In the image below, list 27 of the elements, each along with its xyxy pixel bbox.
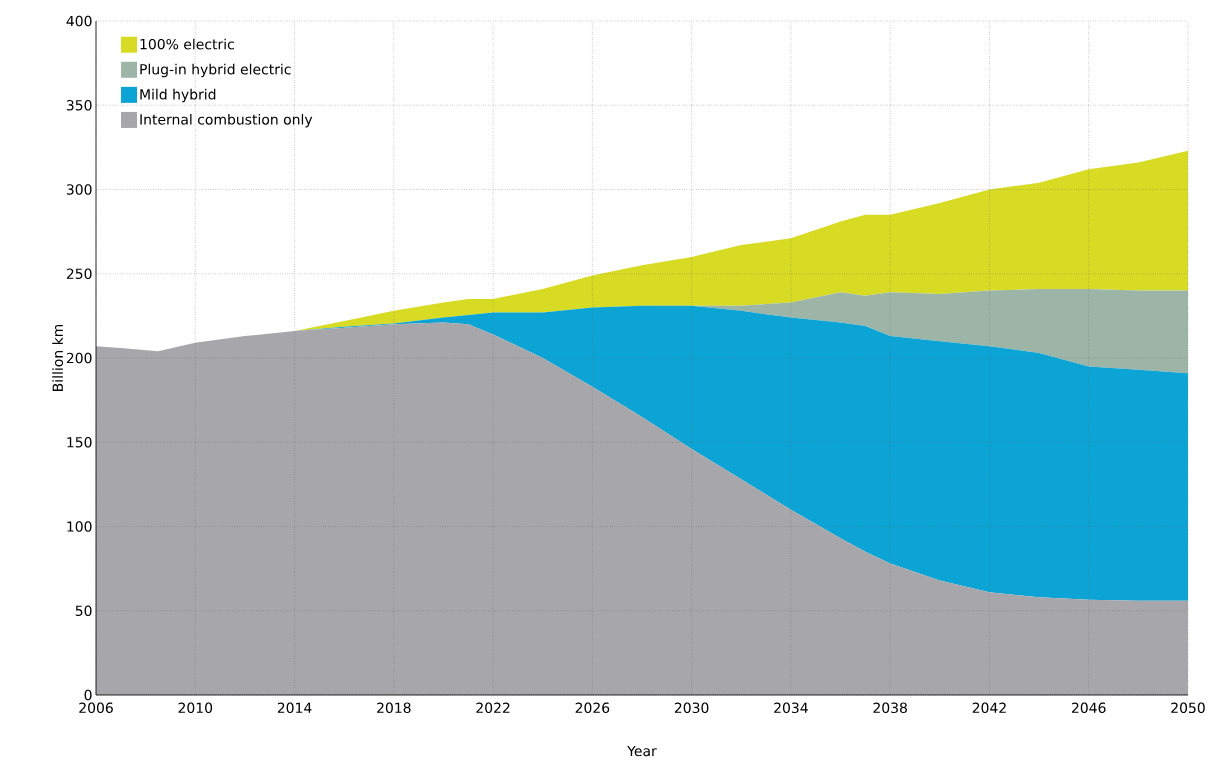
- y-tick-label: 350: [66, 99, 92, 111]
- y-tick-label: 100: [67, 521, 92, 532]
- legend-label: 100% electric: [140, 38, 234, 50]
- y-axis-title: Billion km: [52, 324, 64, 391]
- legend-label: Mild hybrid: [140, 88, 216, 103]
- x-tick-label: 2050: [1171, 702, 1205, 714]
- legend-label: Internal combustion only: [140, 113, 313, 128]
- x-tick-label: 2042: [972, 702, 1006, 714]
- x-tick-label: 2014: [277, 702, 312, 714]
- legend-label: Plug-in hybrid electric: [140, 63, 291, 78]
- y-tick-label: 400: [66, 15, 92, 27]
- y-tick-label: 300: [66, 184, 92, 195]
- x-tick-label: 2006: [79, 702, 113, 714]
- y-tick-label: 250: [66, 268, 92, 280]
- x-tick-label: 2010: [178, 702, 213, 714]
- x-tick-label: 2026: [575, 702, 610, 714]
- x-tick-label: 2046: [1071, 702, 1106, 714]
- x-tick-label: 2018: [377, 702, 411, 714]
- y-tick-label: 150: [67, 436, 92, 448]
- x-tick-label: 2030: [674, 702, 709, 714]
- y-tick-label: 200: [66, 352, 92, 364]
- y-tick-label: 0: [84, 689, 92, 701]
- x-tick-label: 2034: [774, 702, 808, 714]
- x-tick-label: 2022: [476, 702, 510, 714]
- x-axis-title: Year: [627, 745, 657, 757]
- y-tick-label: 50: [75, 605, 92, 617]
- x-tick-label: 2038: [873, 702, 907, 714]
